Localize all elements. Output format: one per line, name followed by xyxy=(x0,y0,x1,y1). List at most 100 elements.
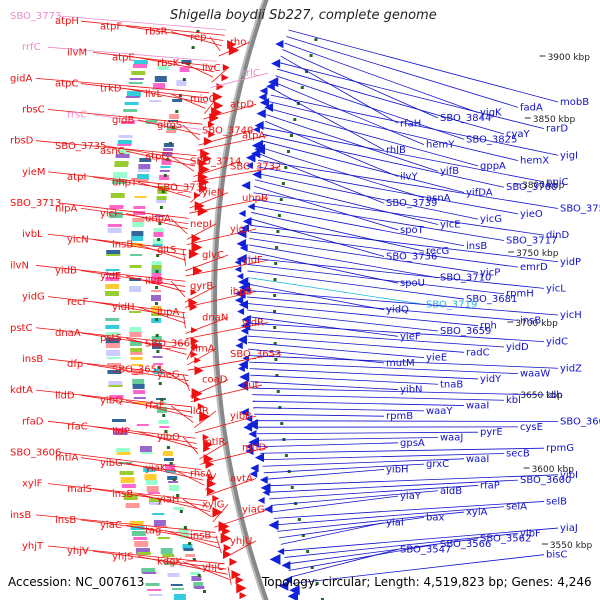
left-gene-leader xyxy=(186,343,196,360)
forward-gene-arrow xyxy=(198,164,210,176)
left-gene-leader xyxy=(182,62,214,78)
kbp-tick-label: 3700 kbp xyxy=(515,319,558,329)
tick-dot xyxy=(274,358,278,361)
feature-block xyxy=(179,532,190,538)
feature-block xyxy=(131,236,144,241)
feature-block xyxy=(129,278,142,281)
left-gene-label: insB xyxy=(10,510,31,521)
left-gene-leader xyxy=(47,233,187,251)
forward-gene-arrow xyxy=(199,411,211,423)
right-gene-leader xyxy=(255,172,479,220)
right-gene-leader xyxy=(259,146,425,199)
forward-gene-arrow xyxy=(202,434,210,441)
forward-gene-arrow xyxy=(207,121,215,128)
right-gene-leader xyxy=(280,522,385,545)
reverse-gene-arrow xyxy=(244,415,253,423)
right-gene-label: yibF xyxy=(520,528,541,539)
tick-dot xyxy=(172,478,176,481)
right-gene-label: yifDA xyxy=(466,188,493,199)
feature-block xyxy=(138,164,151,169)
feature-block xyxy=(118,462,133,464)
left-gene-leader xyxy=(104,145,196,162)
feature-block xyxy=(183,548,194,551)
feature-block xyxy=(130,243,143,247)
tick-dot xyxy=(290,486,294,489)
reverse-gene-arrow xyxy=(243,423,253,432)
forward-gene-arrow xyxy=(200,149,210,159)
left-gene-label: mtlD xyxy=(242,442,266,453)
left-gene-label: avtA xyxy=(230,473,253,484)
left-gene-leader xyxy=(80,332,187,350)
right-gene-leader xyxy=(255,420,559,422)
reverse-gene-arrow xyxy=(258,93,267,102)
tick-dot xyxy=(155,318,159,321)
right-gene-leader xyxy=(271,88,385,151)
left-gene-leader xyxy=(182,498,212,518)
reverse-gene-arrow xyxy=(264,103,274,112)
feature-block xyxy=(162,451,173,456)
feature-block xyxy=(151,261,162,267)
tick-dot xyxy=(158,382,162,385)
left-gene-leader xyxy=(206,478,257,497)
right-gene-leader xyxy=(259,442,399,448)
right-gene-leader xyxy=(251,394,505,401)
left-gene-leader xyxy=(59,452,202,471)
tick-dot xyxy=(301,534,305,537)
left-gene-label: rfaD xyxy=(22,416,44,427)
forward-gene-arrow xyxy=(228,45,240,56)
right-gene-leader xyxy=(254,413,385,417)
feature-block xyxy=(144,474,157,480)
reverse-gene-arrow xyxy=(239,372,250,382)
forward-gene-arrow xyxy=(222,550,232,559)
reverse-gene-arrow xyxy=(283,576,292,584)
right-gene-label: rpmB xyxy=(386,411,413,422)
reverse-gene-arrow xyxy=(238,300,249,310)
left-gene-leader xyxy=(209,36,221,52)
right-gene-leader xyxy=(249,231,519,268)
left-gene-label: SBO_3606 xyxy=(10,447,61,458)
right-gene-label: insB xyxy=(520,315,541,326)
feature-block xyxy=(113,172,128,178)
right-gene-leader xyxy=(247,309,439,332)
left-gene-leader xyxy=(35,389,192,408)
left-gene-label: lldD xyxy=(55,390,75,401)
tick-dot xyxy=(273,294,277,297)
feature-block xyxy=(105,343,120,348)
right-gene-leader xyxy=(272,495,399,513)
forward-gene-arrow xyxy=(216,83,224,91)
reverse-gene-arrow xyxy=(250,464,259,473)
right-gene-label: waaI xyxy=(466,454,489,465)
reverse-gene-arrow xyxy=(247,203,255,211)
left-gene-leader xyxy=(170,467,205,486)
feature-block xyxy=(117,140,132,145)
right-gene-leader xyxy=(260,447,545,454)
backbone-shadow xyxy=(210,0,265,600)
right-gene-label: rpmG xyxy=(546,443,574,454)
left-gene-leader xyxy=(125,462,204,481)
left-gene-label: gltS xyxy=(157,245,176,256)
right-gene-leader xyxy=(249,368,479,380)
right-gene-leader xyxy=(257,159,559,209)
tick-dot xyxy=(286,150,290,153)
right-gene-label: rarD xyxy=(546,124,568,135)
feature-block xyxy=(129,521,144,526)
right-gene-leader xyxy=(262,133,505,188)
left-gene-label: rrfC xyxy=(22,42,41,53)
feature-block xyxy=(109,395,124,399)
feature-block xyxy=(173,594,186,600)
reverse-gene-arrow xyxy=(254,144,266,155)
right-gene-leader xyxy=(248,251,399,284)
left-gene-label: atpG xyxy=(145,151,169,162)
tick-dot xyxy=(284,166,288,169)
forward-gene-arrow xyxy=(190,289,198,296)
left-gene-leader xyxy=(170,280,186,298)
right-gene-leader xyxy=(284,42,479,114)
left-gene-leader xyxy=(186,223,217,240)
right-gene-leader xyxy=(257,437,439,441)
tick-dot xyxy=(155,270,159,273)
tick-dot xyxy=(276,390,280,393)
tick-dot xyxy=(197,574,201,577)
right-gene-label: radC xyxy=(466,347,490,358)
left-gene-leader xyxy=(186,228,257,245)
feature-block xyxy=(159,175,170,180)
